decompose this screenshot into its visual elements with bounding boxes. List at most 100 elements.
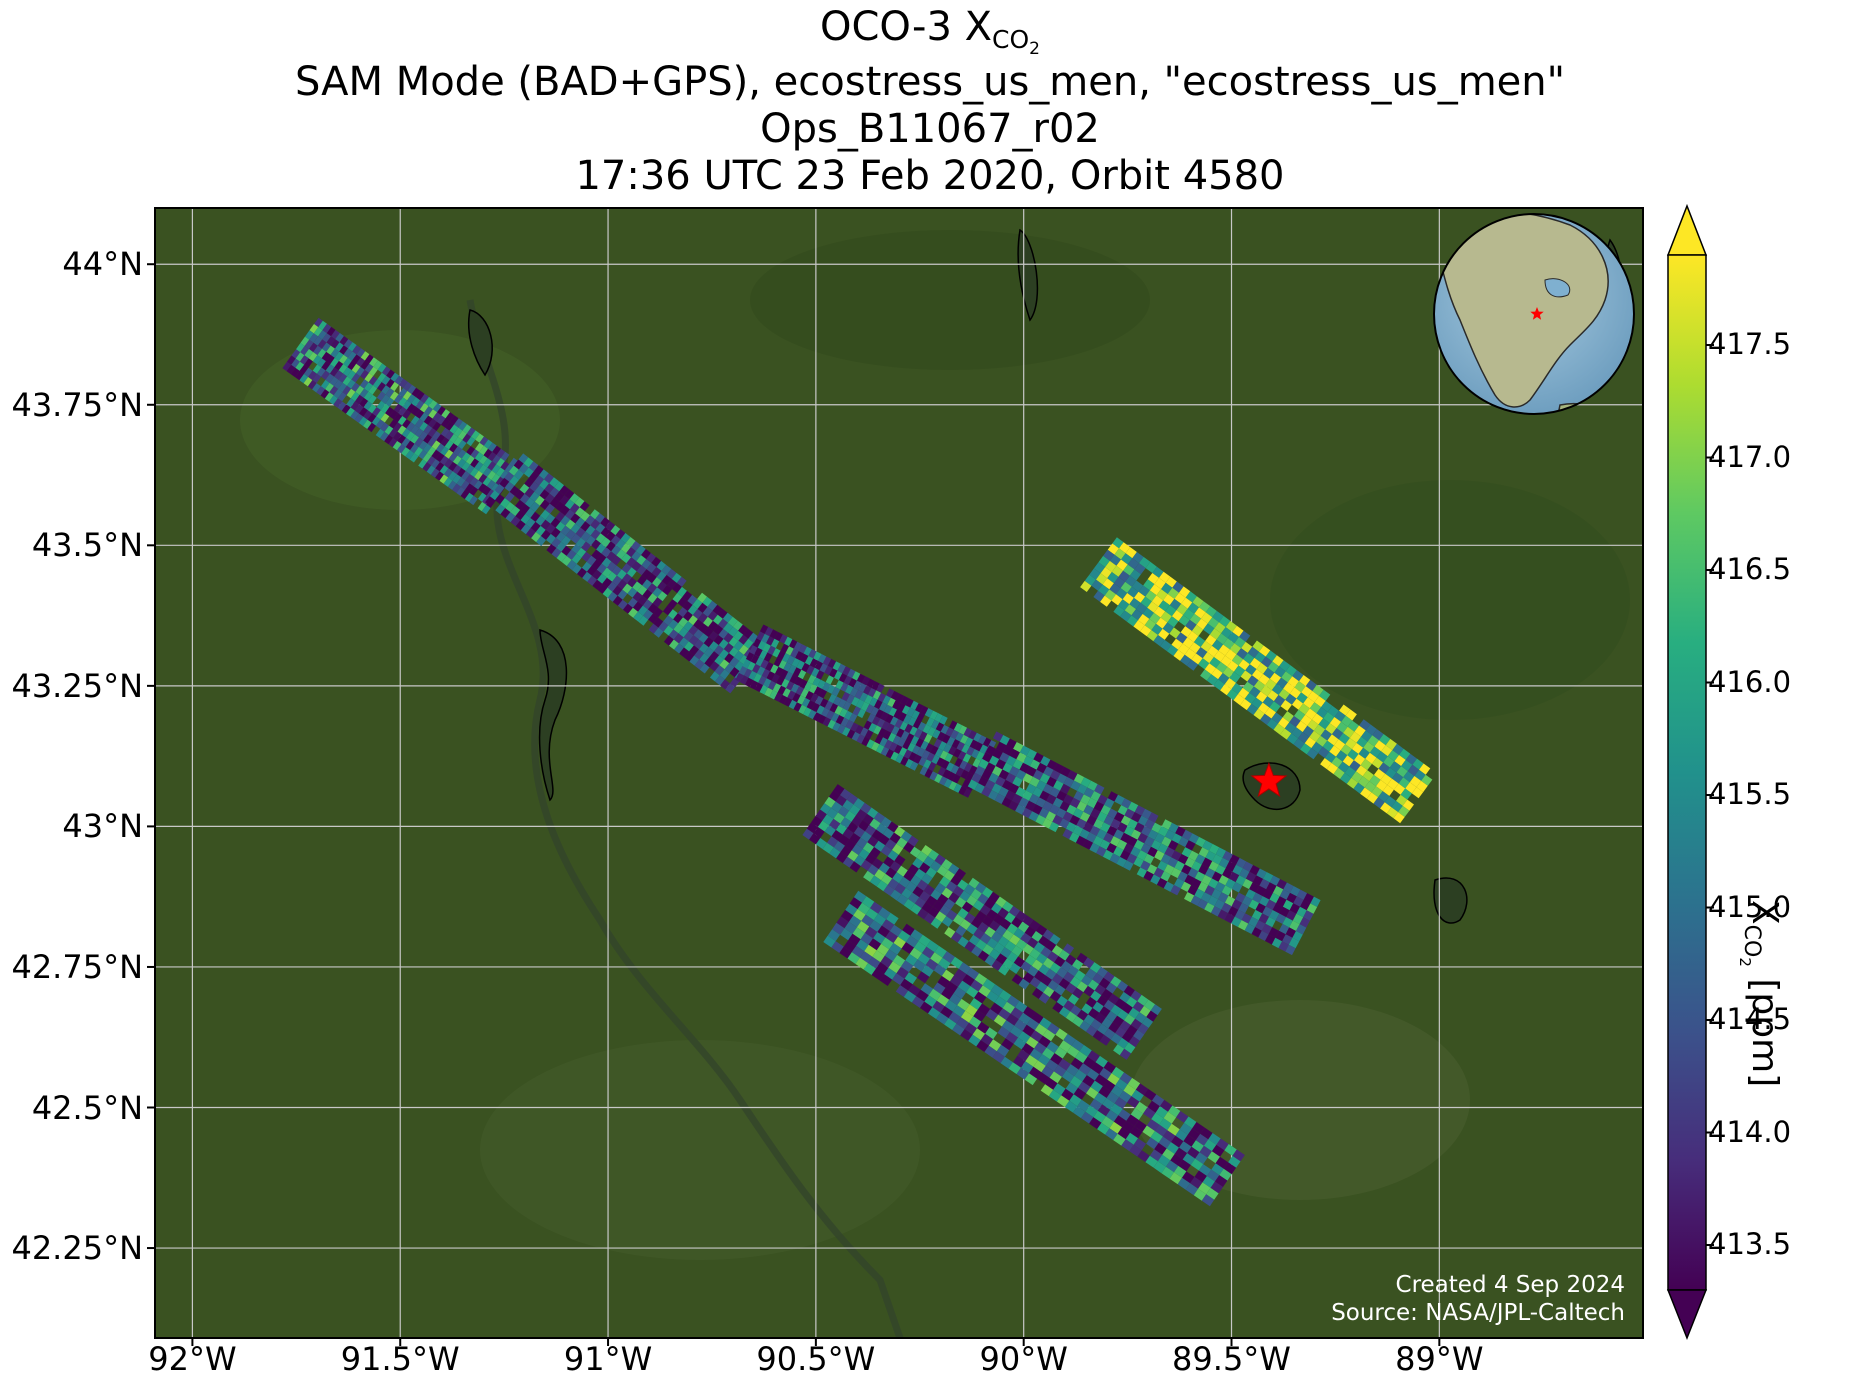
sounding-cell [500, 498, 510, 509]
sounding-cell [1062, 811, 1074, 822]
sounding-cell [449, 424, 459, 434]
sounding-cell [894, 854, 906, 866]
sounding-cell [909, 846, 922, 858]
sounding-cell [617, 599, 628, 610]
sounding-cell [312, 364, 322, 374]
sounding-cell [1130, 846, 1141, 857]
sounding-cell [1391, 772, 1404, 784]
sounding-cell [1174, 592, 1186, 604]
sounding-cell [757, 640, 767, 651]
sounding-cell [1109, 853, 1120, 864]
sounding-cell [338, 354, 348, 364]
sounding-cell [925, 867, 937, 879]
sounding-cell [964, 737, 974, 747]
sounding-cell [673, 633, 684, 644]
sounding-cell [961, 901, 973, 913]
sounding-cell [529, 471, 539, 482]
sounding-cell [1070, 780, 1081, 791]
sounding-cell [1019, 762, 1030, 774]
sounding-cell [988, 1039, 1002, 1052]
sounding-cell [1055, 1028, 1068, 1041]
sounding-cell [419, 431, 428, 441]
sounding-cell [723, 632, 734, 643]
colorbar-tick-label: 414.0 [1708, 1114, 1792, 1149]
sounding-cell [616, 549, 627, 560]
sounding-cell [393, 413, 403, 423]
sounding-cell [477, 492, 487, 502]
sounding-cell [376, 400, 386, 411]
sounding-cell [827, 836, 839, 848]
sounding-cell [932, 900, 944, 912]
sounding-cell [637, 575, 647, 586]
sounding-cell [946, 881, 958, 893]
sounding-cell [887, 732, 897, 743]
sounding-cell [1059, 1006, 1071, 1018]
sounding-cell [1042, 957, 1055, 969]
sounding-cell [295, 370, 304, 381]
lon-tick-label: 91.5°W [340, 1340, 460, 1378]
sounding-cell [1089, 1098, 1103, 1111]
sounding-cell [411, 406, 420, 416]
sounding-cell [697, 602, 708, 613]
sounding-cell [1272, 903, 1283, 914]
sounding-cell [880, 746, 890, 756]
sounding-cell [847, 850, 859, 862]
sounding-cell [1249, 865, 1260, 876]
sounding-cell [1108, 1022, 1120, 1034]
sounding-cell [475, 433, 484, 443]
sounding-cell [492, 455, 501, 465]
sounding-cell [1134, 805, 1145, 816]
sounding-cell [565, 519, 576, 530]
sounding-cell [1361, 730, 1373, 742]
sounding-cell [1378, 791, 1390, 803]
sounding-cell [1086, 1068, 1100, 1081]
sounding-cell [1372, 729, 1384, 741]
sounding-cell [832, 922, 845, 935]
sounding-cell [1111, 1066, 1125, 1079]
sounding-cell [1184, 648, 1196, 660]
sounding-cell [342, 385, 352, 396]
sounding-cell [1121, 1139, 1134, 1152]
sounding-cell [595, 523, 606, 534]
sounding-cell [990, 984, 1004, 997]
sounding-cell [937, 893, 949, 905]
sounding-cell [856, 699, 865, 709]
sounding-cell [687, 594, 698, 605]
sounding-cell [784, 636, 793, 647]
sounding-cell [575, 527, 586, 538]
sounding-cell [1224, 895, 1236, 907]
sounding-cell [1185, 1183, 1199, 1196]
sounding-cell [857, 902, 870, 915]
sounding-cell [477, 501, 487, 512]
sounding-cell [688, 635, 699, 646]
sounding-cell [1051, 945, 1063, 957]
sounding-cell [1033, 769, 1044, 781]
sounding-cell [1261, 656, 1273, 668]
sounding-cell [465, 474, 475, 484]
sounding-cell [1154, 850, 1165, 861]
sounding-cell [338, 382, 347, 393]
sounding-cell [1028, 811, 1039, 822]
sounding-cell [1229, 671, 1241, 683]
sounding-cell [975, 882, 987, 894]
sounding-cell [1104, 798, 1115, 809]
sounding-cell [1255, 920, 1266, 931]
sounding-cell [1175, 826, 1186, 837]
sounding-cell [1189, 642, 1201, 654]
lon-tick-label: 92°W [148, 1340, 237, 1378]
sounding-cell [602, 587, 613, 598]
sounding-cell [1379, 734, 1391, 746]
sounding-cell [847, 821, 859, 833]
sounding-cell [1214, 899, 1225, 910]
sounding-cell [1311, 741, 1323, 754]
sounding-cell [1013, 1037, 1026, 1050]
sounding-cell [651, 567, 662, 578]
sounding-cell [672, 583, 682, 594]
sounding-cell [646, 553, 656, 563]
sounding-cell [1403, 771, 1415, 783]
sounding-cell [309, 342, 318, 353]
sounding-cell [518, 463, 529, 474]
sounding-cell [1133, 1138, 1147, 1151]
sounding-cell [314, 317, 323, 328]
sounding-cell [414, 437, 424, 447]
